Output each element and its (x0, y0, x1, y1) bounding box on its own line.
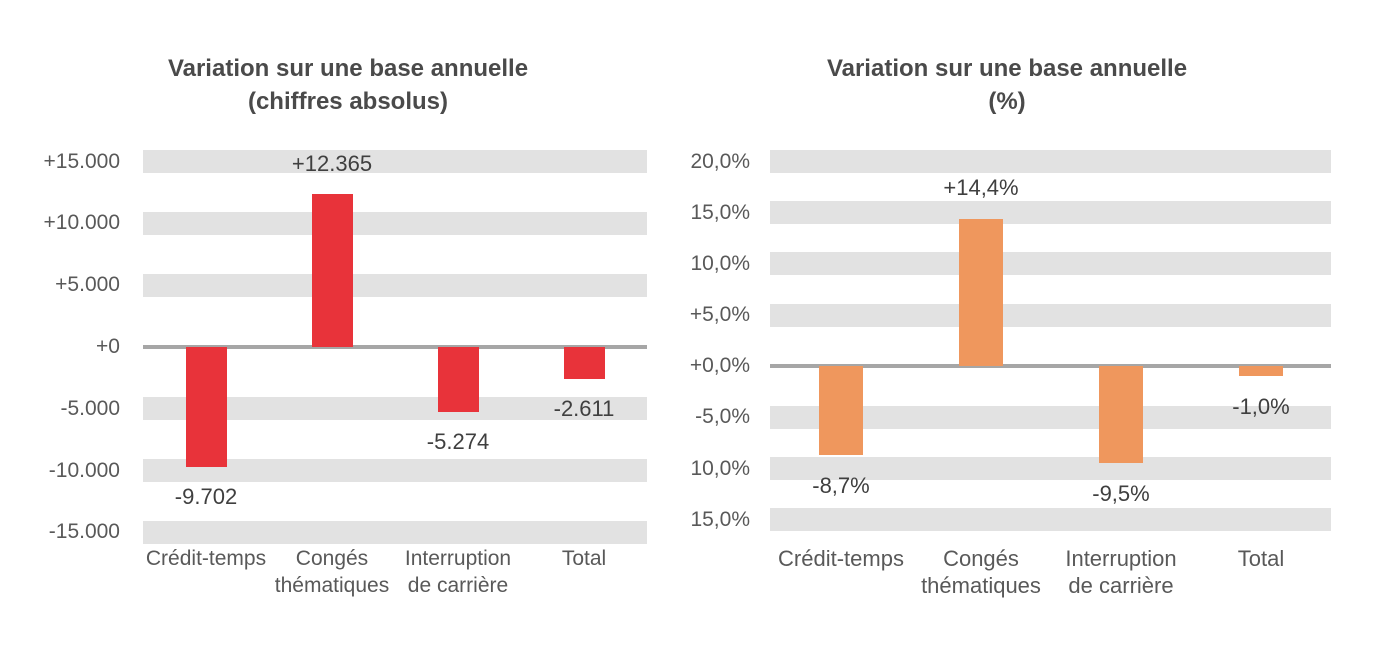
data-label: -1,0% (1232, 394, 1290, 420)
zero-axis-line (143, 345, 647, 349)
category-label: Total (1181, 545, 1341, 572)
y-tick-label: -5,0% (695, 405, 750, 428)
gridline-band (770, 304, 1331, 327)
gridline-band (143, 150, 647, 173)
bar-conges-thematiques (959, 218, 1003, 366)
category-label-line: Crédit-temps (145, 547, 267, 570)
data-label: -8,7% (812, 473, 870, 499)
bar-credit-temps (819, 366, 863, 456)
gridline-band (143, 459, 647, 482)
chart-title: Variation sur une base annuelle (chiffre… (98, 52, 598, 118)
chart-title-line1: Variation sur une base annuelle (167, 55, 529, 82)
chart-title: Variation sur une base annuelle (%) (757, 52, 1257, 118)
bar-total (563, 347, 605, 380)
category-label: Total (509, 545, 659, 572)
category-label-line: thématiques (921, 573, 1041, 598)
gridline-band (770, 150, 1331, 173)
data-label: +14,4% (943, 174, 1019, 200)
category-label-line: de carrière (407, 574, 509, 597)
gridline-band (770, 406, 1331, 429)
category-label: Crédit-temps (131, 545, 281, 572)
y-tick-label: 15,0% (690, 508, 750, 531)
category-label-line: Congés (943, 546, 1019, 571)
gridline-band (770, 457, 1331, 480)
bar-conges-thematiques (311, 194, 353, 347)
category-label-line: Total (561, 547, 607, 570)
y-tick-label: -5.000 (60, 397, 120, 420)
data-label: +12.365 (291, 151, 373, 177)
y-tick-label: 15,0% (690, 201, 750, 224)
y-tick-label: 10,0% (690, 457, 750, 480)
gridline-band (143, 274, 647, 297)
bar-credit-temps (185, 347, 227, 467)
gridline-band (770, 201, 1331, 224)
gridline-band (143, 397, 647, 420)
gridline-band (770, 252, 1331, 275)
category-label-line: Total (1237, 546, 1285, 571)
category-label: Congés thématiques (257, 545, 407, 599)
chart-title-line1: Variation sur une base annuelle (826, 55, 1188, 82)
chart-title-line2: (chiffres absolus) (247, 88, 449, 115)
gridline-band (143, 212, 647, 235)
y-tick-label: +15.000 (43, 150, 121, 173)
data-label: -9,5% (1092, 481, 1150, 507)
category-label-line: thématiques (274, 574, 390, 597)
category-label: Crédit-temps (761, 545, 921, 572)
category-label: Interruption de carrière (383, 545, 533, 599)
category-label-line: de carrière (1068, 573, 1174, 598)
category-label-line: Congés (295, 547, 369, 570)
gridline-band (770, 508, 1331, 531)
y-tick-label: +0 (96, 335, 120, 358)
y-tick-label: +10.000 (43, 211, 121, 234)
data-label: -2.611 (553, 396, 615, 422)
y-tick-label: +0,0% (689, 354, 750, 377)
category-label: Congés thématiques (901, 545, 1061, 599)
y-tick-label: 20,0% (690, 150, 750, 173)
bar-total (1239, 366, 1283, 377)
bar-interruption-carriere (1099, 366, 1143, 464)
data-label: -9.702 (174, 483, 238, 509)
y-tick-label: +5.000 (55, 273, 120, 296)
chart-title-line2: (%) (988, 88, 1026, 115)
category-label: Interruption de carrière (1041, 545, 1201, 599)
category-label-line: Interruption (1065, 546, 1177, 571)
category-label-line: Crédit-temps (778, 546, 904, 571)
bar-interruption-carriere (437, 347, 479, 413)
plot-area: -8,7% +14,4% -9,5% -1,0% (770, 140, 1331, 570)
y-tick-label: 10,0% (690, 252, 750, 275)
zero-axis-line (770, 364, 1331, 368)
y-tick-label: -10.000 (48, 459, 120, 482)
gridline-band (143, 521, 647, 544)
y-tick-label: +5,0% (689, 303, 750, 326)
data-label: -5.274 (426, 429, 490, 455)
category-label-line: Interruption (404, 547, 512, 570)
plot-area: -9.702 +12.365 -5.274 -2.611 (143, 140, 647, 570)
y-tick-label: -15.000 (48, 520, 120, 543)
